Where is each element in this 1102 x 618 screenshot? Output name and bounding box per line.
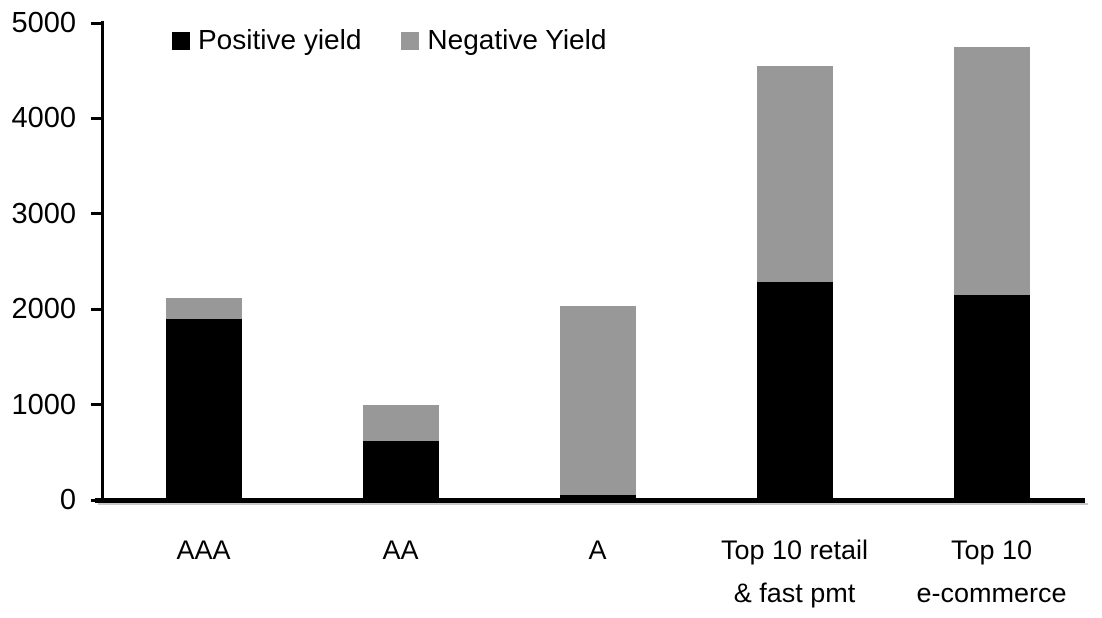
y-axis-tick-label: 4000 bbox=[11, 102, 76, 135]
bar-segment-positive-yield bbox=[953, 294, 1030, 500]
legend-label-negative-yield: Negative Yield bbox=[427, 24, 607, 55]
legend-item-positive-yield: Positive yield bbox=[172, 23, 361, 57]
bar-segment-negative-yield bbox=[362, 404, 439, 441]
y-axis-tick-label: 1000 bbox=[11, 388, 76, 421]
legend-label-positive-yield: Positive yield bbox=[198, 24, 362, 55]
bar-segment-negative-yield bbox=[953, 46, 1030, 295]
x-axis-category-label-line: A bbox=[588, 535, 607, 565]
bar-segment-positive-yield bbox=[165, 318, 242, 500]
x-axis-line bbox=[95, 498, 1085, 503]
legend-swatch-negative-yield bbox=[401, 32, 420, 50]
chart-legend: Positive yield Negative Yield bbox=[172, 23, 606, 57]
y-axis-line bbox=[101, 21, 104, 503]
y-axis-tick-label: 3000 bbox=[11, 197, 76, 230]
bar-segment-negative-yield bbox=[165, 297, 242, 319]
bar-segment-negative-yield bbox=[756, 65, 833, 283]
y-axis-tick bbox=[91, 116, 101, 120]
bar-segment-positive-yield bbox=[559, 495, 636, 500]
y-axis-tick bbox=[91, 21, 101, 25]
y-axis-tick bbox=[91, 498, 101, 502]
x-axis-category-label-line: AA bbox=[382, 535, 419, 565]
y-axis-tick-label: 0 bbox=[59, 484, 76, 516]
legend-item-negative-yield: Negative Yield bbox=[401, 23, 606, 57]
x-axis-category-label-line: e-commerce bbox=[916, 578, 1067, 608]
bar-segment-positive-yield bbox=[362, 440, 439, 500]
x-axis-category-label: AAA bbox=[105, 529, 302, 572]
y-axis-tick-label: 5000 bbox=[11, 7, 76, 39]
x-axis-category-label-line: Top 10 retail bbox=[720, 535, 869, 565]
legend-swatch-positive-yield bbox=[172, 32, 190, 50]
x-axis-category-label-line: & fast pmt bbox=[733, 578, 856, 608]
x-axis-category-label: A bbox=[499, 529, 696, 572]
x-axis-category-label: Top 10 retail & fast pmt bbox=[696, 529, 893, 615]
y-axis-tick bbox=[91, 212, 101, 216]
x-axis-category-label: Top 10 e-commerce bbox=[893, 529, 1090, 615]
y-axis-tick bbox=[91, 403, 101, 407]
y-axis-tick-label: 2000 bbox=[11, 293, 76, 326]
y-axis-tick bbox=[91, 307, 101, 311]
x-axis-category-label-line: Top 10 bbox=[950, 535, 1033, 565]
x-axis-shadow-line bbox=[98, 503, 1088, 505]
x-axis-category-label: AA bbox=[302, 529, 499, 572]
x-axis-category-label-line: AAA bbox=[176, 535, 231, 565]
bar-segment-positive-yield bbox=[756, 282, 833, 500]
bar-segment-negative-yield bbox=[559, 306, 636, 496]
